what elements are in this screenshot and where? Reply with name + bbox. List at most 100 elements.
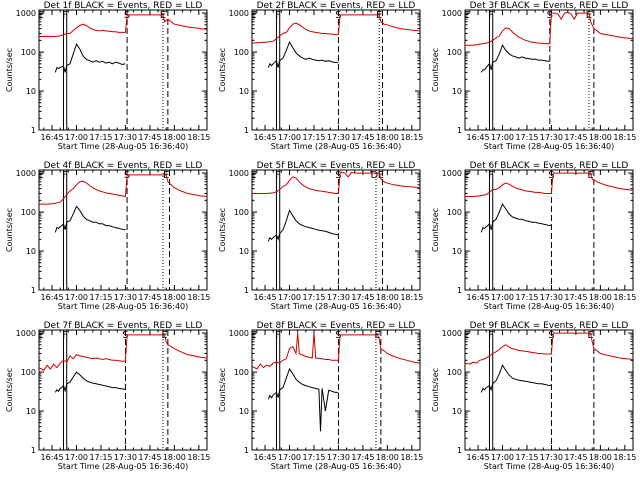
event-marker: S <box>548 330 554 341</box>
lld-series-line <box>251 333 421 370</box>
chart-title: Det 9f BLACK = Events, RED = LLD <box>470 321 629 331</box>
lld-series-line <box>465 11 634 46</box>
y-tick-label: 100 <box>447 48 462 57</box>
event-marker: E <box>463 10 469 21</box>
x-tick-label: 17:00 <box>278 133 301 142</box>
plot-frame <box>464 329 634 451</box>
x-tick-label: 17:45 <box>138 133 161 142</box>
y-axis-label: Counts/sec <box>218 368 227 412</box>
x-tick-label: 16:45 <box>254 293 277 302</box>
y-tick-label: 1 <box>244 446 249 455</box>
x-tick-label: 18:00 <box>376 293 399 302</box>
y-tick-label: 10 <box>452 87 462 96</box>
y-tick-label: 1000 <box>229 329 249 338</box>
events-series-line <box>54 42 126 73</box>
event-marker: F <box>62 170 68 181</box>
y-axis-label: Counts/sec <box>431 368 440 412</box>
x-tick-label: 18:00 <box>589 133 612 142</box>
lld-series-line <box>252 171 421 194</box>
x-tick-label: 18:15 <box>613 133 636 142</box>
y-tick-label: 100 <box>447 368 462 377</box>
y-tick-label: 1 <box>457 126 462 135</box>
x-tick-label: 17:00 <box>491 453 514 462</box>
plot-frame <box>38 329 208 451</box>
y-tick-label: 100 <box>234 368 249 377</box>
event-marker: F <box>275 170 281 181</box>
x-axis-label: Start Time (28-Aug-05 16:36:40) <box>484 462 615 471</box>
event-marker: F <box>62 330 68 341</box>
x-tick-label: 17:45 <box>138 293 161 302</box>
event-marker: E <box>250 10 256 21</box>
chart-title: Det 3f BLACK = Events, RED = LLD <box>470 1 629 11</box>
chart-title: Det 5f BLACK = Events, RED = LLD <box>257 161 416 171</box>
y-tick-label: 10 <box>26 87 36 96</box>
x-tick-label: 17:45 <box>138 453 161 462</box>
y-tick-label: 1000 <box>442 329 462 338</box>
x-tick-label: 17:00 <box>491 293 514 302</box>
events-series-line <box>54 371 126 393</box>
x-tick-label: 18:00 <box>589 453 612 462</box>
y-tick-label: 10 <box>26 407 36 416</box>
events-series-line <box>267 209 339 242</box>
y-tick-label: 100 <box>234 208 249 217</box>
lld-series-line <box>39 174 208 205</box>
x-tick-label: 17:30 <box>540 453 563 462</box>
event-marker: S <box>335 10 341 21</box>
x-tick-label: 17:15 <box>302 293 325 302</box>
detector-chart: Det 2f BLACK = Events, RED = LLD 1 10 100 10… <box>218 1 423 151</box>
x-tick-label: 17:15 <box>89 293 112 302</box>
x-tick-label: 18:00 <box>163 453 186 462</box>
event-marker: D <box>370 170 378 181</box>
x-axis-label: Start Time (28-Aug-05 16:36:40) <box>58 142 189 151</box>
y-tick-label: 1000 <box>229 9 249 18</box>
y-tick-label: 1 <box>31 446 36 455</box>
plot-frame <box>38 169 208 291</box>
events-series-line <box>267 367 339 432</box>
x-tick-label: 17:15 <box>302 453 325 462</box>
detector-chart: Det 9f BLACK = Events, RED = LLD 1 10 100 10… <box>431 321 636 471</box>
x-tick-label: 16:45 <box>254 453 277 462</box>
x-tick-label: 16:45 <box>41 293 64 302</box>
event-marker: F <box>62 10 68 21</box>
plot-frame <box>464 169 634 291</box>
event-marker: E <box>587 170 593 181</box>
x-axis-label: Start Time (28-Aug-05 16:36:40) <box>58 462 189 471</box>
y-tick-label: 1000 <box>442 169 462 178</box>
lld-series-line <box>465 172 634 197</box>
x-tick-label: 17:30 <box>540 293 563 302</box>
event-marker: S <box>548 170 554 181</box>
x-tick-label: 18:00 <box>376 133 399 142</box>
event-marker: E <box>250 170 256 181</box>
lld-series-line <box>464 332 634 365</box>
x-tick-label: 16:45 <box>467 453 490 462</box>
detector-chart: Det 1f BLACK = Events, RED = LLD 1 10 100 10… <box>5 1 210 151</box>
x-tick-label: 17:45 <box>564 133 587 142</box>
y-tick-label: 1 <box>457 446 462 455</box>
x-tick-label: 17:00 <box>278 293 301 302</box>
x-tick-label: 17:45 <box>351 453 374 462</box>
y-tick-label: 1 <box>457 286 462 295</box>
x-tick-label: 17:30 <box>114 453 137 462</box>
event-marker: F <box>488 170 494 181</box>
x-tick-label: 17:15 <box>515 293 538 302</box>
x-tick-label: 16:45 <box>41 453 64 462</box>
x-tick-label: 17:45 <box>351 293 374 302</box>
events-series-line <box>480 364 552 393</box>
x-tick-label: 17:45 <box>351 133 374 142</box>
plot-frame <box>251 329 421 451</box>
lld-series-line <box>39 14 208 37</box>
y-tick-label: 1 <box>31 286 36 295</box>
detector-chart: Det 5f BLACK = Events, RED = LLD 1 10 100 10… <box>218 161 423 311</box>
chart-title: Det 6f BLACK = Events, RED = LLD <box>470 161 629 171</box>
y-tick-label: 100 <box>21 368 36 377</box>
y-tick-label: 1000 <box>16 9 36 18</box>
x-tick-label: 18:15 <box>400 293 423 302</box>
y-tick-label: 10 <box>239 247 249 256</box>
event-marker: S <box>335 330 341 341</box>
x-tick-label: 18:15 <box>187 293 210 302</box>
x-tick-label: 17:15 <box>302 133 325 142</box>
x-tick-label: 18:15 <box>400 133 423 142</box>
y-tick-label: 10 <box>452 247 462 256</box>
y-tick-label: 100 <box>234 48 249 57</box>
